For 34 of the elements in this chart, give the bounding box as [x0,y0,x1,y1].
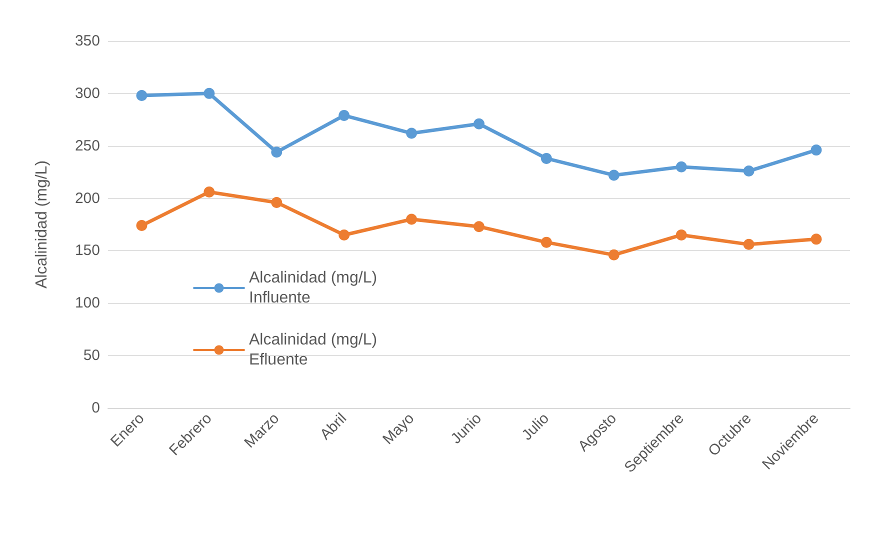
y-tick-label: 50 [83,347,100,364]
x-tick-label: Julio [518,410,552,444]
y-tick-label: 0 [92,400,100,416]
point [406,214,418,225]
y-tick-label: 300 [74,84,100,102]
point [608,249,620,260]
y-tick-label: 150 [74,242,100,260]
y-axis-title: Alcalinidad (mg/L) [34,160,50,289]
point [338,110,350,121]
point [474,118,484,130]
y-tick-label: 250 [74,137,100,154]
point [608,170,620,181]
point [271,196,282,208]
point [810,234,822,245]
y-tick-label: 200 [74,190,100,207]
point [676,229,687,240]
point [743,166,754,177]
point [136,220,148,232]
point [810,144,822,156]
legend-label: Alcalinidad (mg/L) Efluente [249,332,378,368]
point [204,186,215,198]
y-tick-label: 100 [74,294,100,312]
point [540,152,552,164]
point [676,161,687,172]
point [338,229,350,240]
point [136,90,148,102]
point [271,146,282,158]
y-tick-label: 350 [74,32,100,50]
point [204,88,215,99]
point [406,128,418,139]
point [540,236,552,248]
point [474,221,484,232]
point [743,238,754,250]
legend-label: Alcalinidad (mg/L) Influente [249,270,378,306]
